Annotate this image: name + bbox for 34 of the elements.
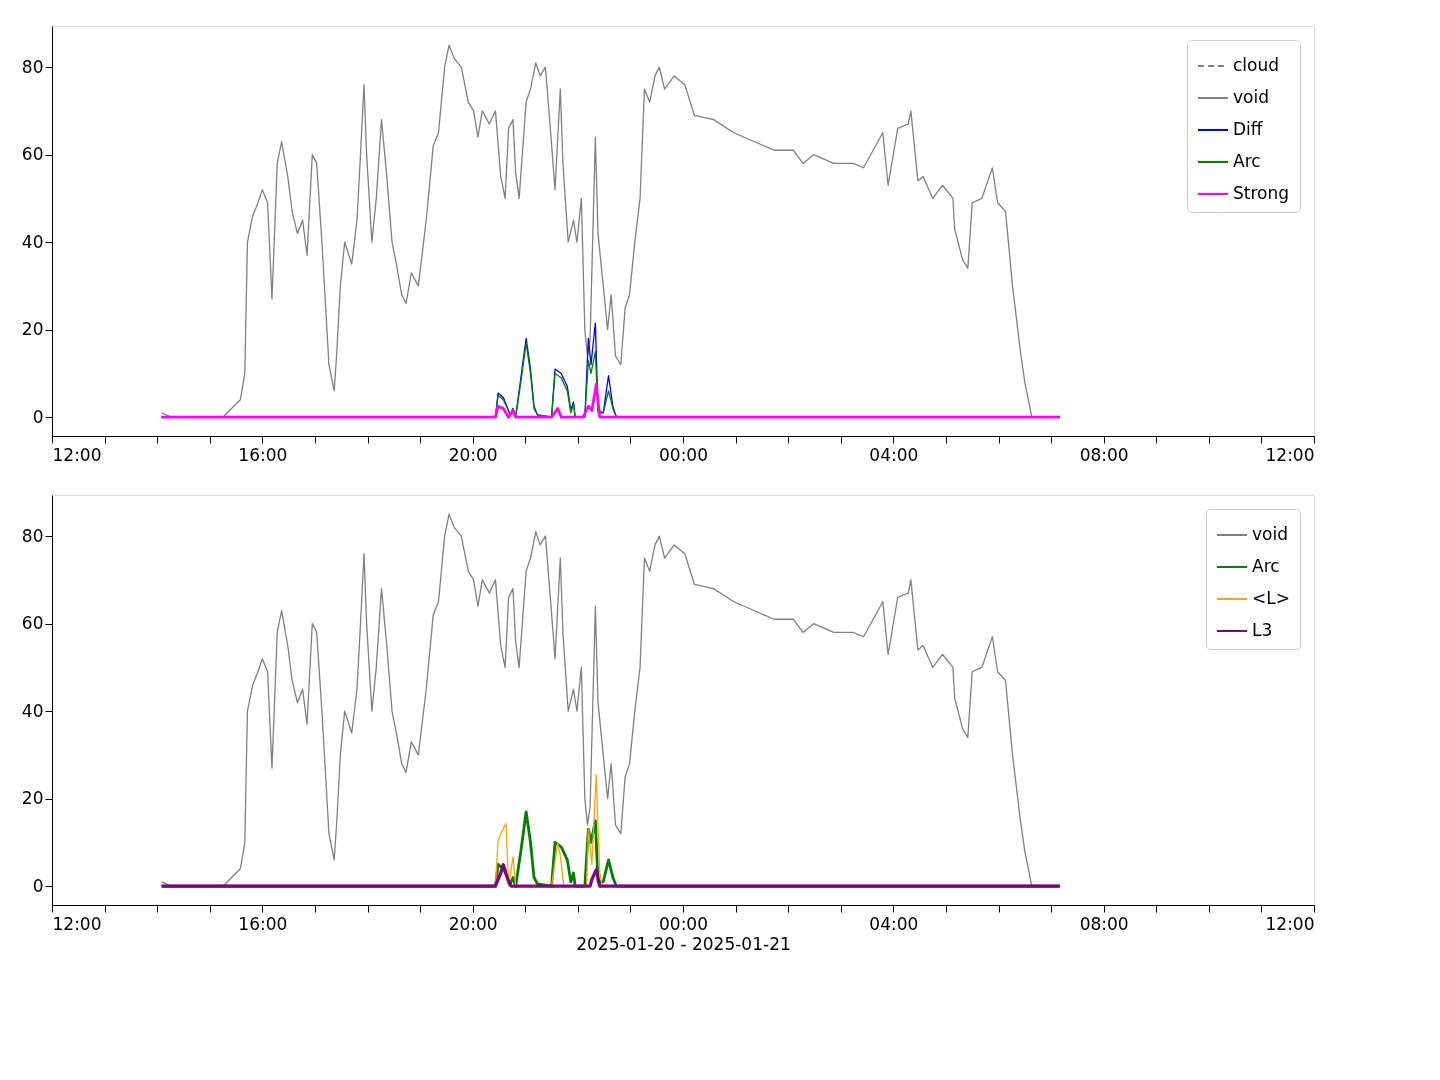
x-axis-title: 2025-01-20 - 2025-01-21 <box>576 933 791 954</box>
y-tick-label: 60 <box>21 613 44 634</box>
legend-label: void <box>1233 87 1269 107</box>
x-tick-label: 08:00 <box>1079 444 1129 465</box>
x-tick-label: 16:00 <box>238 913 288 934</box>
y-tick-label: 20 <box>21 788 44 809</box>
legend-label: <L> <box>1252 588 1290 608</box>
legend-label: void <box>1252 524 1288 544</box>
x-tick-label: 12:00 <box>1265 913 1315 934</box>
y-tick-label: 20 <box>21 319 44 340</box>
legend-label: Arc <box>1252 556 1280 576</box>
x-tick-label: 12:00 <box>52 913 102 934</box>
x-tick-label: 08:00 <box>1079 913 1129 934</box>
legend-label: Arc <box>1233 151 1261 171</box>
legend-label: Strong <box>1233 183 1290 203</box>
x-tick-label: 12:00 <box>1265 444 1315 465</box>
x-tick-label: 00:00 <box>659 913 708 934</box>
y-tick-label: 0 <box>32 875 44 896</box>
legend-label: Diff <box>1233 119 1264 139</box>
x-tick-label: 16:00 <box>238 444 288 465</box>
legend-label: cloud <box>1233 55 1280 75</box>
x-tick-label: 12:00 <box>52 444 102 465</box>
y-tick-label: 80 <box>21 56 44 77</box>
x-tick-label: 04:00 <box>869 913 919 934</box>
y-tick-label: 60 <box>21 144 44 165</box>
x-tick-label: 00:00 <box>659 444 708 465</box>
legend-label: L3 <box>1252 620 1273 640</box>
x-tick-label: 20:00 <box>448 913 498 934</box>
y-tick-label: 40 <box>21 231 44 252</box>
x-tick-label: 20:00 <box>448 444 498 465</box>
y-tick-label: 40 <box>21 700 44 721</box>
x-tick-label: 04:00 <box>869 444 919 465</box>
y-tick-label: 0 <box>32 406 44 427</box>
y-tick-label: 80 <box>21 525 44 546</box>
